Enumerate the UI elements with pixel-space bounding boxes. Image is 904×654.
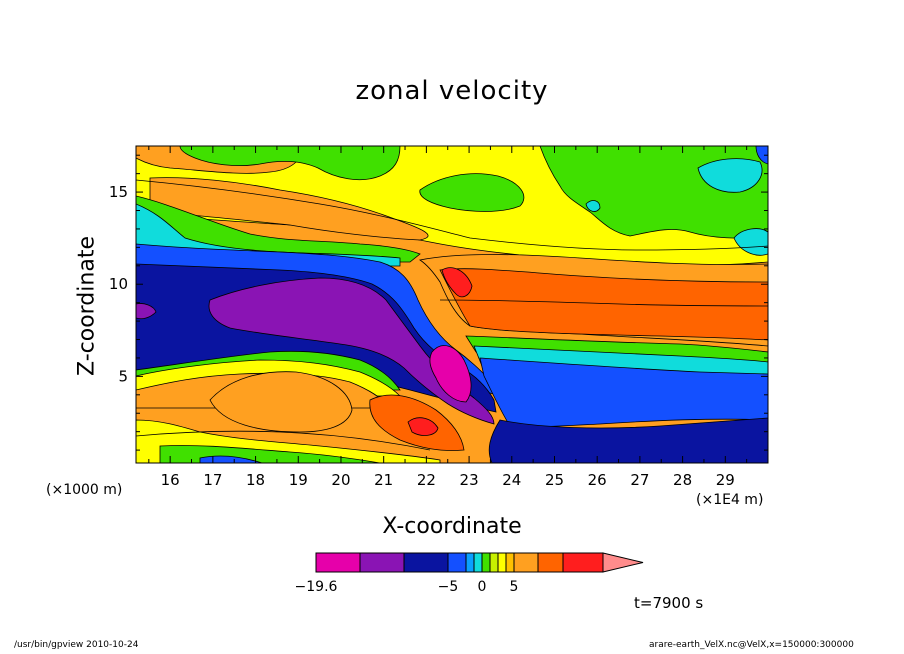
time-label: t=7900 s: [634, 594, 704, 612]
colorbar-tick-label: −19.6: [295, 579, 338, 595]
field-region-cyan-top-right: [697, 158, 763, 193]
x-tick-label: 18: [246, 471, 265, 489]
footer-file-label: arare-earth_VelX.nc@VelX,x=150000:300000: [649, 640, 854, 650]
velocity-field: [136, 146, 768, 463]
colorbar-tick-label: 0: [478, 579, 487, 595]
field-region-blue-bottom: [199, 455, 263, 463]
field-region-red-right: [441, 267, 473, 298]
colorbar-segment: [359, 552, 405, 573]
x-axis-label: X-coordinate: [382, 514, 522, 539]
colorbar-segment: [562, 552, 604, 573]
chart-title: zonal velocity: [355, 76, 549, 106]
field-region-orange-upper: [149, 177, 429, 241]
field-region-blue-corner: [755, 146, 768, 165]
colorbar: −19.6 −5 0 5: [295, 552, 644, 595]
field-region-cyan-right: [733, 228, 768, 256]
x-tick-label: 19: [289, 471, 308, 489]
colorbar-tick-label: 5: [510, 579, 519, 595]
contour-line-mid: [439, 299, 768, 307]
field-region-purple-edge: [136, 303, 157, 320]
x-tick-label: 29: [716, 471, 735, 489]
colorbar-segment: [481, 552, 491, 573]
colorbar-segment: [465, 552, 475, 573]
y-tick-label: 5: [118, 367, 128, 385]
colorbar-tick-label: −5: [438, 579, 459, 595]
x-tick-label: 17: [203, 471, 222, 489]
colorbar-segment: [497, 552, 507, 573]
x-tick-label: 20: [331, 471, 350, 489]
contour-line-lower: [136, 430, 431, 451]
colorbar-segment: [473, 552, 483, 573]
y-tick-label: 15: [109, 183, 128, 201]
x-axis-ticks: 16 17 18 19 20 21 22 23 24 25 26 27 28 29: [148, 146, 748, 489]
field-region-green-mid: [419, 173, 525, 212]
plot-frame: [135, 145, 769, 464]
field-region-magenta-core: [429, 345, 472, 403]
field-region-darkorange-right: [439, 268, 768, 341]
x-tick-label: 25: [545, 471, 564, 489]
x-tick-label: 22: [417, 471, 436, 489]
field-region-cyan-spot: [585, 200, 601, 212]
x-tick-label: 26: [588, 471, 607, 489]
x-tick-label: 21: [374, 471, 393, 489]
colorbar-segment: [513, 552, 539, 573]
x-unit-right-label: (×1E4 m): [696, 492, 764, 508]
y-tick-label: 10: [109, 275, 128, 293]
colorbar-segment: [315, 552, 361, 573]
x-tick-label: 24: [502, 471, 521, 489]
y-axis-ticks: 5 10 15: [109, 154, 768, 451]
field-region-purple-core: [208, 277, 495, 425]
field-region-navy-right: [488, 417, 768, 463]
colorbar-segment: [447, 552, 467, 573]
x-unit-left-label: (×1000 m): [46, 482, 123, 498]
colorbar-segment: [537, 552, 564, 573]
x-tick-label: 23: [460, 471, 479, 489]
field-region-green-left: [179, 146, 401, 181]
colorbar-extend-arrow: [602, 552, 644, 573]
field-region-red-lower: [407, 417, 439, 436]
x-tick-label: 16: [161, 471, 180, 489]
x-tick-label: 27: [630, 471, 649, 489]
contour-line-upper: [136, 179, 768, 251]
footer-command-label: /usr/bin/gpview 2010-10-24: [14, 640, 139, 650]
colorbar-segment: [403, 552, 449, 573]
colorbar-segment: [489, 552, 499, 573]
field-region-orange-lobe: [209, 371, 353, 433]
x-tick-label: 28: [673, 471, 692, 489]
colorbar-segment: [505, 552, 515, 573]
